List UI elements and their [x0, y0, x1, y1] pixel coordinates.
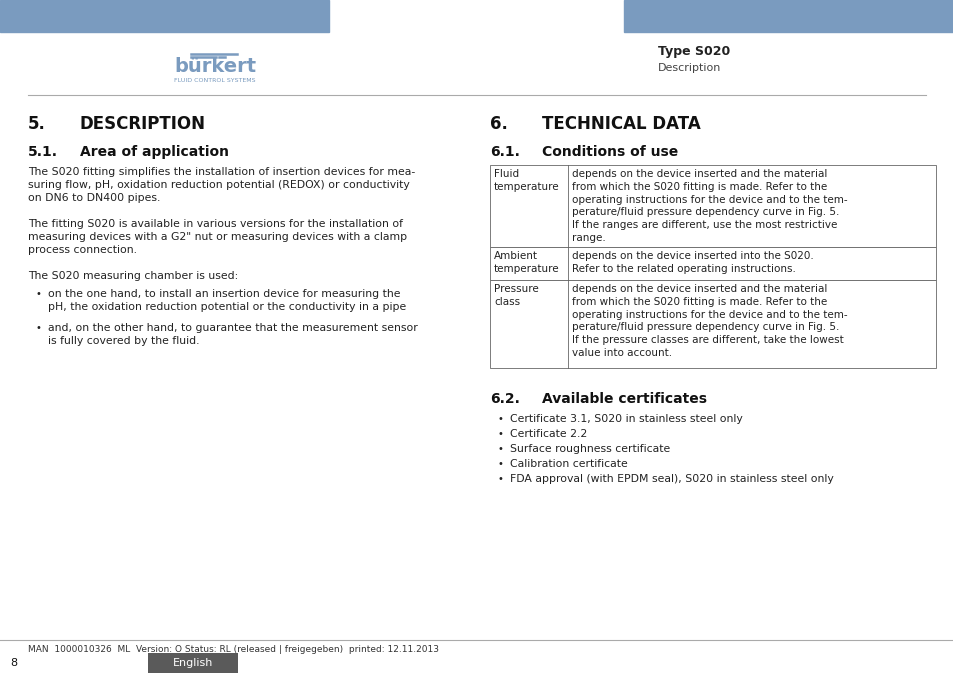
Bar [148, 653, 237, 673]
Text: and, on the other hand, to guarantee that the measurement sensor
is fully covere: and, on the other hand, to guarantee tha… [48, 323, 417, 346]
Text: Available certificates: Available certificates [541, 392, 706, 406]
Text: Area of application: Area of application [80, 145, 229, 159]
Text: TECHNICAL DATA: TECHNICAL DATA [541, 115, 700, 133]
Text: 6.1.: 6.1. [490, 145, 519, 159]
Text: •: • [36, 323, 42, 333]
Bar [490, 165, 935, 247]
Text: Fluid
temperature: Fluid temperature [494, 169, 559, 192]
Text: Conditions of use: Conditions of use [541, 145, 678, 159]
Text: depends on the device inserted into the S020.
Refer to the related operating ins: depends on the device inserted into the … [572, 251, 813, 274]
Text: Description: Description [658, 63, 720, 73]
Text: on the one hand, to install an insertion device for measuring the
pH, the oxidat: on the one hand, to install an insertion… [48, 289, 406, 312]
Text: FDA approval (with EPDM seal), S020 in stainless steel only: FDA approval (with EPDM seal), S020 in s… [510, 474, 833, 484]
Text: 5.: 5. [28, 115, 46, 133]
Text: FLUID CONTROL SYSTEMS: FLUID CONTROL SYSTEMS [174, 79, 255, 83]
Text: Surface roughness certificate: Surface roughness certificate [510, 444, 670, 454]
Text: •: • [497, 474, 503, 484]
Text: •: • [36, 289, 42, 299]
Text: depends on the device inserted and the material
from which the S020 fitting is m: depends on the device inserted and the m… [572, 284, 846, 358]
Bar [490, 247, 935, 280]
Text: MAN  1000010326  ML  Version: O Status: RL (released | freigegeben)  printed: 12: MAN 1000010326 ML Version: O Status: RL … [28, 645, 438, 653]
Text: English: English [172, 658, 213, 668]
Bar [623, 0, 953, 32]
Text: depends on the device inserted and the material
from which the S020 fitting is m: depends on the device inserted and the m… [572, 169, 846, 243]
Text: The S020 fitting simplifies the installation of insertion devices for mea-
surin: The S020 fitting simplifies the installa… [28, 167, 415, 203]
Text: •: • [497, 429, 503, 439]
Bar [0, 0, 329, 32]
Text: Pressure
class: Pressure class [494, 284, 538, 307]
Text: The S020 measuring chamber is used:: The S020 measuring chamber is used: [28, 271, 238, 281]
Text: The fitting S020 is available in various versions for the installation of
measur: The fitting S020 is available in various… [28, 219, 407, 255]
Text: DESCRIPTION: DESCRIPTION [80, 115, 206, 133]
Text: Ambient
temperature: Ambient temperature [494, 251, 559, 274]
Text: •: • [497, 459, 503, 469]
Text: 6.: 6. [490, 115, 507, 133]
Text: •: • [497, 414, 503, 424]
Text: 5.1.: 5.1. [28, 145, 58, 159]
Text: •: • [497, 444, 503, 454]
Text: 8: 8 [10, 658, 17, 668]
Text: Calibration certificate: Calibration certificate [510, 459, 627, 469]
Text: bürkert: bürkert [173, 57, 255, 77]
Bar [490, 280, 935, 368]
Text: Certificate 2.2: Certificate 2.2 [510, 429, 587, 439]
Text: Certificate 3.1, S020 in stainless steel only: Certificate 3.1, S020 in stainless steel… [510, 414, 742, 424]
Text: Type S020: Type S020 [658, 46, 729, 59]
Text: 6.2.: 6.2. [490, 392, 519, 406]
